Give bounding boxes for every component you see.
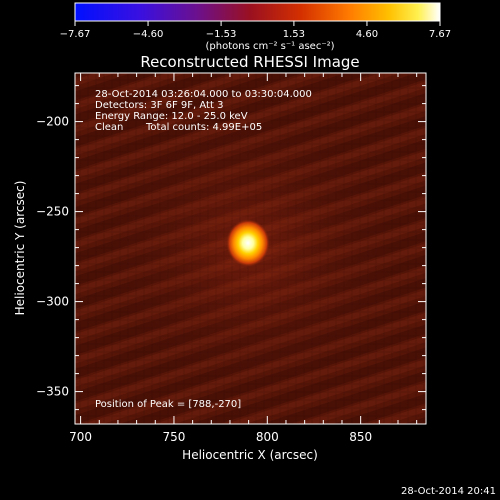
colorbar-tick-label: −7.67 — [60, 29, 91, 40]
info-energy: Energy Range: 12.0 - 25.0 keV — [95, 111, 248, 122]
timestamp: 28-Oct-2014 20:41 — [401, 486, 496, 497]
axis-ticks: 700 750 800 850 −200 −250 −300 −350 — [36, 73, 426, 444]
flare-source — [226, 219, 270, 267]
x-axis-label: Heliocentric X (arcsec) — [182, 448, 318, 462]
y-axis-label: Heliocentric Y (arcsec) — [13, 181, 27, 316]
colorbar-unit-label: (photons cm⁻² s⁻¹ asec⁻²) — [205, 41, 334, 52]
x-tick-label: 700 — [69, 430, 92, 444]
page-title: Reconstructed RHESSI Image — [140, 53, 359, 71]
colorbar-tick-label: −4.60 — [133, 29, 164, 40]
colorbar-tick-label: 7.67 — [429, 29, 451, 40]
info-detectors: Detectors: 3F 6F 9F, Att 3 — [95, 100, 223, 111]
colorbar-ticks: −7.67 −4.60 −1.53 1.53 4.60 7.67 — [60, 21, 451, 40]
peak-position: Position of Peak = [788,-270] — [95, 399, 241, 410]
x-tick-label: 750 — [162, 430, 185, 444]
colorbar — [74, 2, 441, 22]
info-counts: Total counts: 4.99E+05 — [145, 122, 262, 133]
heatmap-image — [75, 73, 426, 424]
colorbar-tick-label: 4.60 — [356, 29, 378, 40]
colorbar-tick-label: 1.53 — [283, 29, 305, 40]
y-tick-label: −300 — [36, 295, 69, 309]
y-tick-label: −200 — [36, 115, 69, 129]
colorbar-tick-label: −1.53 — [206, 29, 237, 40]
plot-frame — [74, 72, 427, 425]
x-tick-label: 800 — [256, 430, 279, 444]
info-method: Clean — [95, 122, 123, 133]
info-time-range: 28-Oct-2014 03:26:04.000 to 03:30:04.000 — [95, 89, 312, 100]
y-tick-label: −350 — [36, 385, 69, 399]
y-tick-label: −250 — [36, 205, 69, 219]
x-tick-label: 850 — [349, 430, 372, 444]
